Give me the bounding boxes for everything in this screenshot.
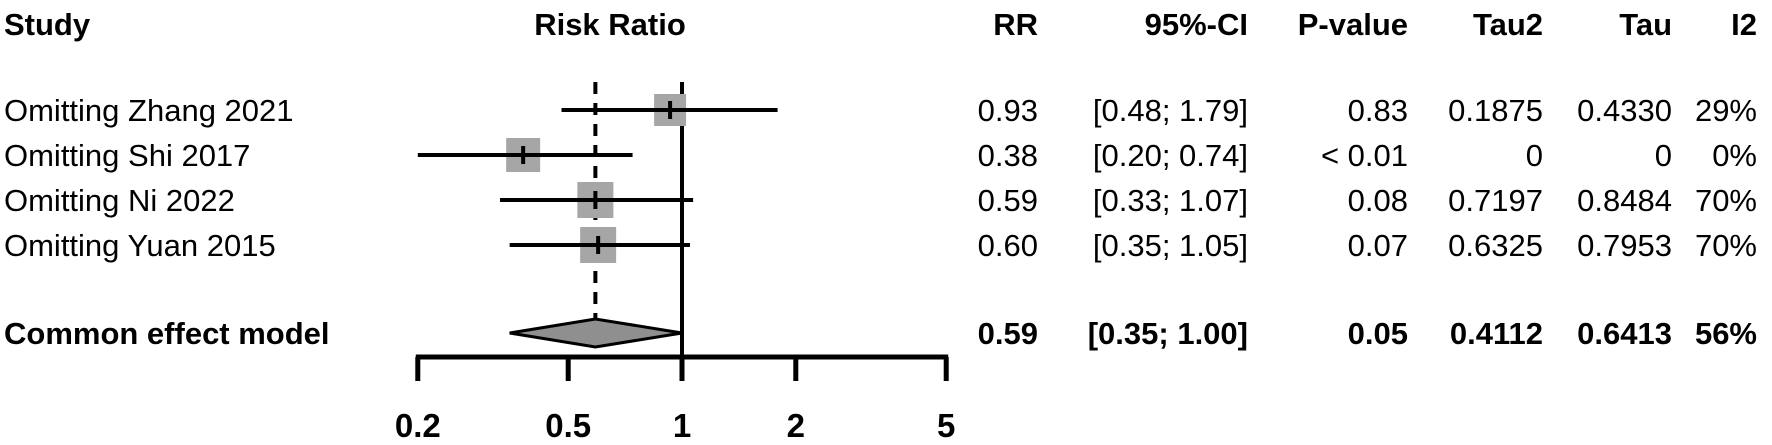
- tau2-value: 0.7197: [1448, 183, 1543, 218]
- summary-rr-value: 0.59: [977, 316, 1038, 351]
- summary-diamond: [509, 317, 683, 349]
- i2-value: 29%: [1694, 93, 1757, 128]
- tau-value: 0: [1654, 138, 1672, 173]
- pvalue-value: < 0.01: [1320, 138, 1408, 173]
- i2-value: 0%: [1712, 138, 1757, 173]
- header-tau2: Tau2: [1472, 7, 1543, 42]
- summary-ci-value: [0.35; 1.00]: [1087, 316, 1248, 351]
- rr-value: 0.93: [977, 93, 1038, 128]
- summary-tau-value: 0.6413: [1577, 316, 1672, 351]
- header-rr: RR: [993, 7, 1038, 42]
- ci-value: [0.20; 0.74]: [1092, 138, 1248, 173]
- x-axis-tick-label: 1: [673, 407, 691, 444]
- weight-square: [577, 182, 614, 218]
- summary-pvalue-value: 0.05: [1347, 316, 1408, 351]
- ci-value: [0.35; 1.05]: [1092, 228, 1248, 263]
- tau-value: 0.8484: [1577, 183, 1672, 218]
- header-pvalue: P-value: [1297, 7, 1408, 42]
- study-label: Omitting Shi 2017: [4, 138, 251, 173]
- x-axis-tick-label: 0.2: [395, 407, 441, 444]
- summary-i2-value: 56%: [1694, 316, 1757, 351]
- pvalue-value: 0.83: [1347, 93, 1408, 128]
- tau2-value: 0.1875: [1448, 93, 1543, 128]
- header-study: Study: [4, 7, 91, 42]
- i2-value: 70%: [1694, 183, 1757, 218]
- x-axis-tick-label: 2: [787, 407, 805, 444]
- x-axis-tick-label: 5: [937, 407, 955, 444]
- study-label: Omitting Ni 2022: [4, 183, 235, 218]
- weight-square: [506, 138, 541, 172]
- weight-square: [580, 227, 617, 263]
- tau2-value: 0.6325: [1448, 228, 1543, 263]
- tau-value: 0.7953: [1577, 228, 1672, 263]
- rr-value: 0.60: [977, 228, 1038, 263]
- summary-tau2-value: 0.4112: [1449, 316, 1543, 351]
- header-ci: 95%-CI: [1144, 7, 1248, 42]
- ci-value: [0.33; 1.07]: [1092, 183, 1248, 218]
- tau2-value: 0: [1525, 138, 1543, 173]
- x-axis-tick-label: 0.5: [545, 407, 591, 444]
- ci-value: [0.48; 1.79]: [1092, 93, 1248, 128]
- rr-value: 0.38: [977, 138, 1038, 173]
- header-risk-ratio: Risk Ratio: [534, 7, 686, 42]
- header-tau: Tau: [1619, 7, 1672, 42]
- study-label: Omitting Zhang 2021: [4, 93, 294, 128]
- pvalue-value: 0.07: [1347, 228, 1408, 263]
- study-label: Omitting Yuan 2015: [4, 228, 276, 263]
- rr-value: 0.59: [977, 183, 1038, 218]
- header-i2: I2: [1731, 7, 1757, 42]
- pvalue-value: 0.08: [1347, 183, 1408, 218]
- weight-square: [654, 94, 687, 126]
- summary-label: Common effect model: [4, 316, 330, 351]
- tau-value: 0.4330: [1577, 93, 1672, 128]
- i2-value: 70%: [1694, 228, 1757, 263]
